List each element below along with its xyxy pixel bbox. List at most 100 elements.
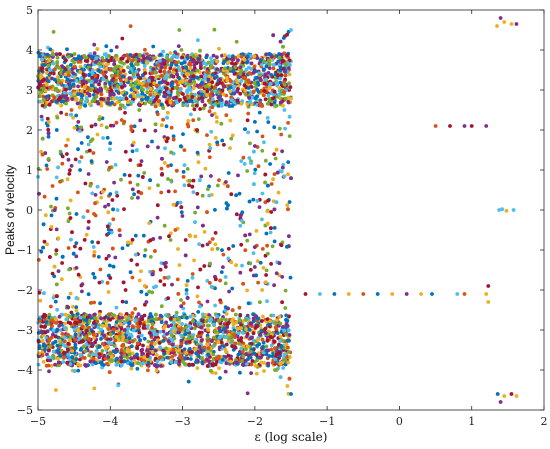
- data-point: [226, 306, 230, 311]
- data-point: [243, 352, 248, 357]
- data-point: [39, 330, 44, 334]
- data-point: [262, 369, 266, 373]
- data-point: [99, 103, 104, 108]
- data-point: [46, 127, 51, 132]
- data-point: [181, 132, 185, 137]
- data-point: [119, 322, 123, 327]
- data-point: [191, 54, 196, 59]
- data-point: [275, 318, 279, 323]
- data-point: [99, 92, 104, 97]
- data-point: [215, 314, 219, 319]
- data-point: [269, 210, 274, 214]
- data-point: [57, 65, 62, 70]
- data-point: [170, 342, 175, 347]
- data-point: [287, 333, 292, 337]
- data-point: [153, 70, 158, 75]
- data-point: [220, 248, 224, 253]
- data-point: [224, 349, 228, 354]
- data-point: [112, 313, 116, 318]
- data-point: [277, 314, 282, 319]
- data-point: [201, 223, 205, 228]
- data-point: [177, 327, 181, 331]
- data-point: [247, 327, 252, 332]
- data-point: [288, 275, 293, 280]
- data-point: [247, 199, 252, 204]
- data-point: [62, 355, 67, 360]
- data-point: [265, 299, 269, 304]
- data-point: [213, 208, 217, 212]
- data-point: [259, 319, 264, 323]
- data-point: [67, 267, 71, 272]
- data-point: [171, 137, 176, 142]
- data-point: [120, 74, 125, 79]
- data-point: [206, 77, 211, 81]
- data-point: [239, 326, 244, 330]
- data-point: [132, 124, 137, 129]
- data-point: [254, 314, 258, 319]
- data-point: [261, 345, 265, 349]
- data-point: [173, 85, 178, 90]
- data-point: [94, 79, 99, 83]
- data-point: [220, 317, 225, 322]
- data-point: [91, 352, 95, 356]
- data-point: [228, 85, 233, 90]
- data-point: [140, 317, 145, 321]
- data-point: [161, 106, 166, 110]
- data-point: [113, 255, 118, 260]
- data-point: [191, 178, 196, 183]
- data-point: [48, 255, 52, 259]
- data-point: [107, 81, 112, 85]
- data-point: [207, 240, 212, 245]
- data-point: [218, 376, 222, 380]
- data-point: [106, 59, 111, 63]
- data-point: [278, 321, 283, 326]
- data-point: [284, 332, 289, 337]
- data-point: [92, 275, 97, 280]
- data-point: [242, 57, 247, 62]
- data-point: [74, 78, 79, 83]
- data-point: [112, 62, 117, 66]
- data-point: [137, 330, 142, 335]
- data-point: [130, 275, 135, 280]
- data-point: [74, 254, 79, 259]
- data-point: [209, 56, 213, 60]
- data-point: [157, 316, 162, 321]
- data-point: [169, 58, 174, 62]
- data-point: [162, 223, 167, 228]
- data-point: [98, 62, 102, 66]
- data-point: [147, 100, 152, 104]
- data-point: [55, 88, 60, 93]
- data-point: [118, 233, 122, 238]
- data-point: [251, 339, 256, 343]
- data-point: [148, 86, 153, 91]
- data-point: [56, 269, 61, 273]
- data-point: [127, 76, 132, 81]
- data-point: [81, 215, 86, 220]
- data-point: [36, 258, 41, 262]
- data-point: [224, 100, 229, 105]
- data-point: [69, 63, 73, 67]
- data-point: [177, 324, 181, 329]
- data-point: [151, 67, 156, 72]
- data-point: [267, 66, 272, 70]
- data-point: [261, 340, 266, 345]
- data-point: [179, 210, 184, 215]
- data-point: [39, 73, 44, 77]
- data-point: [151, 272, 155, 277]
- data-point: [122, 173, 127, 177]
- data-point: [153, 104, 158, 109]
- data-point: [72, 369, 77, 373]
- data-point: [256, 316, 260, 321]
- data-point: [42, 324, 47, 329]
- data-point: [269, 73, 274, 77]
- data-point: [171, 70, 176, 75]
- data-point: [200, 193, 205, 198]
- data-point: [177, 362, 181, 367]
- data-point: [150, 290, 155, 295]
- data-point: [135, 321, 140, 326]
- data-point: [214, 115, 219, 120]
- data-point: [209, 284, 214, 289]
- data-point: [236, 86, 240, 91]
- data-point: [177, 98, 182, 102]
- data-point: [63, 321, 67, 326]
